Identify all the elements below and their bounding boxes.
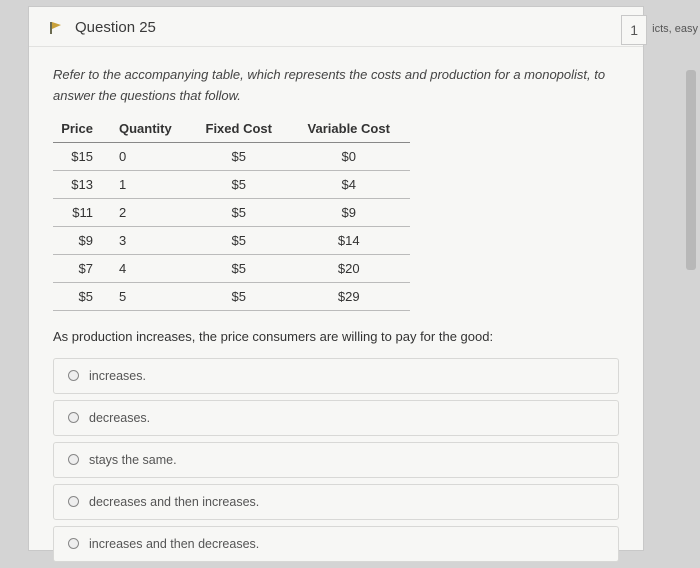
option-increases[interactable]: increases. [53, 358, 619, 394]
radio-icon [68, 538, 79, 549]
points-box: 1 [621, 15, 647, 45]
option-label: stays the same. [89, 453, 177, 467]
table-row: $74$5$20 [53, 254, 410, 282]
table-row: $131$5$4 [53, 170, 410, 198]
option-inc-then-dec[interactable]: increases and then decreases. [53, 526, 619, 562]
table-row: $112$5$9 [53, 198, 410, 226]
cell: 0 [113, 142, 190, 170]
cell: $5 [190, 142, 300, 170]
option-stays-same[interactable]: stays the same. [53, 442, 619, 478]
cell: $20 [300, 254, 410, 282]
table-row: $150$5$0 [53, 142, 410, 170]
options-group: increases. decreases. stays the same. de… [53, 358, 619, 568]
cell: $14 [300, 226, 410, 254]
cell: $0 [300, 142, 410, 170]
table-body: $150$5$0 $131$5$4 $112$5$9 $93$5$14 $74$… [53, 142, 410, 310]
option-label: decreases and then increases. [89, 495, 259, 509]
flag-icon[interactable] [49, 21, 63, 35]
cell: $9 [300, 198, 410, 226]
option-label: increases and then decreases. [89, 537, 259, 551]
cell: $5 [190, 282, 300, 310]
cell: 4 [113, 254, 190, 282]
table-row: $93$5$14 [53, 226, 410, 254]
cell: $15 [53, 142, 113, 170]
col-fixed-cost: Fixed Cost [190, 115, 300, 143]
cell: $5 [190, 254, 300, 282]
option-decreases[interactable]: decreases. [53, 400, 619, 436]
question-body: Refer to the accompanying table, which r… [29, 47, 643, 568]
option-label: decreases. [89, 411, 150, 425]
cell: $5 [190, 170, 300, 198]
cell: $4 [300, 170, 410, 198]
table-header-row: Price Quantity Fixed Cost Variable Cost [53, 115, 410, 143]
question-prompt: As production increases, the price consu… [53, 329, 619, 344]
radio-icon [68, 496, 79, 507]
cell: 3 [113, 226, 190, 254]
col-variable-cost: Variable Cost [300, 115, 410, 143]
radio-icon [68, 370, 79, 381]
points-value: 1 [630, 22, 638, 38]
question-header: Question 25 [29, 7, 643, 47]
option-label: increases. [89, 369, 146, 383]
cost-table: Price Quantity Fixed Cost Variable Cost … [53, 115, 410, 311]
option-dec-then-inc[interactable]: decreases and then increases. [53, 484, 619, 520]
cell: $29 [300, 282, 410, 310]
cell: $11 [53, 198, 113, 226]
cell: $5 [190, 198, 300, 226]
radio-icon [68, 412, 79, 423]
intro-text: Refer to the accompanying table, which r… [53, 65, 619, 107]
cell: $9 [53, 226, 113, 254]
cell: $13 [53, 170, 113, 198]
table-row: $55$5$29 [53, 282, 410, 310]
cell: $5 [190, 226, 300, 254]
question-card: Question 25 1 icts, easy Refer to the ac… [28, 6, 644, 551]
question-title: Question 25 [75, 19, 156, 36]
cell: 1 [113, 170, 190, 198]
cell: 5 [113, 282, 190, 310]
right-label: icts, easy [652, 23, 698, 35]
cell: 2 [113, 198, 190, 226]
col-quantity: Quantity [113, 115, 190, 143]
scrollbar[interactable] [686, 70, 696, 270]
cell: $7 [53, 254, 113, 282]
col-price: Price [53, 115, 113, 143]
cell: $5 [53, 282, 113, 310]
radio-icon [68, 454, 79, 465]
